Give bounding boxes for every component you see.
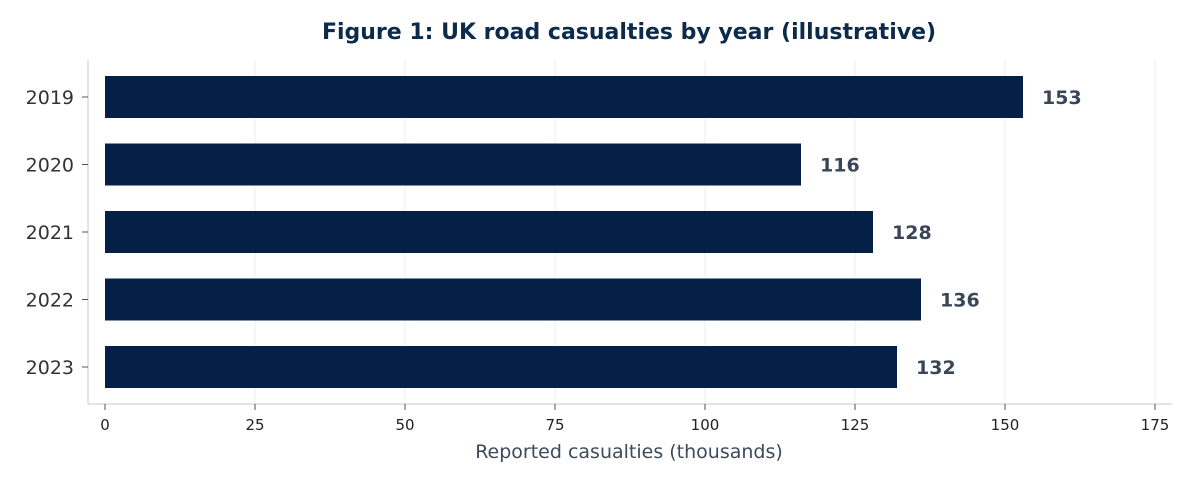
x-tick-label: 50 [395,416,414,434]
y-ticks: 2019 2020 2021 2022 2023 [26,87,88,379]
data-label-2023: 132 [916,357,956,379]
x-tick-label: 0 [100,416,110,434]
bar-2022 [105,278,921,321]
y-tick-label-2022: 2022 [26,290,74,312]
data-labels: 153 116 128 136 132 [820,87,1082,379]
x-axis-label: Reported casualties (thousands) [475,441,783,463]
bar-2021 [105,211,873,253]
y-tick-label-2020: 2020 [26,155,74,177]
x-ticks: 0 25 50 75 100 125 150 175 [100,404,1169,434]
bar-2023 [105,346,897,388]
x-tick-label: 25 [245,416,264,434]
data-label-2022: 136 [940,290,980,312]
data-label-2021: 128 [892,222,932,244]
bar-2019 [105,76,1023,118]
y-tick-label-2023: 2023 [26,357,74,379]
x-tick-label: 100 [691,416,720,434]
x-tick-label: 75 [545,416,564,434]
y-tick-label-2021: 2021 [26,222,74,244]
data-label-2019: 153 [1042,87,1082,109]
y-tick-label-2019: 2019 [26,87,74,109]
bars [105,76,1023,388]
data-label-2020: 116 [820,155,860,177]
bar-2020 [105,143,801,186]
x-tick-label: 125 [841,416,870,434]
chart-title: Figure 1: UK road casualties by year (il… [322,20,936,45]
x-tick-label: 150 [991,416,1020,434]
x-tick-label: 175 [1141,416,1170,434]
